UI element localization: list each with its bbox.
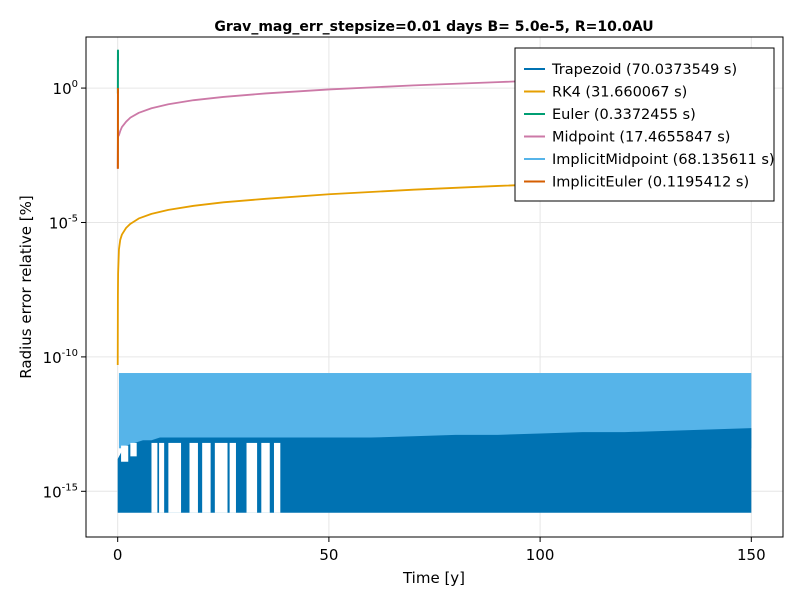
legend-entry: Euler (0.3372455 s) (552, 107, 696, 123)
x-axis-label: Time [y] (402, 569, 465, 587)
plot-frame (85, 36, 784, 538)
y-tick-label: 10-5 (49, 213, 78, 232)
x-tick-label: 150 (737, 546, 766, 564)
trapezoid-gap (151, 442, 158, 513)
x-tick-label: 50 (319, 546, 338, 564)
legend-entry: ImplicitEuler (0.1195412 s) (552, 175, 749, 191)
trapezoid-gap (121, 445, 129, 462)
trapezoid-gap (261, 442, 270, 513)
trapezoid-gap (202, 442, 211, 513)
legend-entry: RK4 (31.660067 s) (552, 85, 687, 101)
trapezoid-gap (159, 442, 165, 513)
midpoint-line (116, 72, 752, 169)
trapezoid-band (117, 428, 752, 513)
y-tick-label: 10-15 (43, 482, 78, 501)
trapezoid-gap (189, 442, 198, 513)
x-tick-label: 0 (113, 546, 123, 564)
trapezoid-gap (130, 442, 137, 457)
trapezoid-gap (246, 442, 258, 513)
chart-title: Grav_mag_err_stepsize=0.01 days B= 5.0e-… (214, 19, 653, 35)
rk4-line (116, 176, 752, 365)
trapezoid-gap (229, 442, 236, 513)
series-lines (116, 49, 752, 365)
x-axis-ticks: 0 50 100 150 (113, 537, 766, 564)
x-tick-label: 100 (526, 546, 555, 564)
legend-entry: Trapezoid (70.0373549 s) (551, 62, 737, 78)
legend: Trapezoid (70.0373549 s) RK4 (31.660067 s… (514, 47, 775, 202)
y-tick-label: 100 (53, 79, 78, 98)
band-layer (117, 373, 752, 513)
legend-entry: ImplicitMidpoint (68.135611 s) (552, 152, 775, 168)
y-axis-label: Radius error relative [%] (17, 195, 35, 378)
trapezoid-gap (273, 442, 281, 513)
legend-entry: Midpoint (17.4655847 s) (552, 130, 730, 146)
y-tick-label: 10-10 (43, 348, 78, 367)
trapezoid-gap (214, 442, 228, 513)
y-axis-ticks: 100 10-5 10-10 10-15 (43, 79, 86, 501)
legend-box (514, 47, 775, 202)
trapezoid-gap (168, 442, 182, 513)
